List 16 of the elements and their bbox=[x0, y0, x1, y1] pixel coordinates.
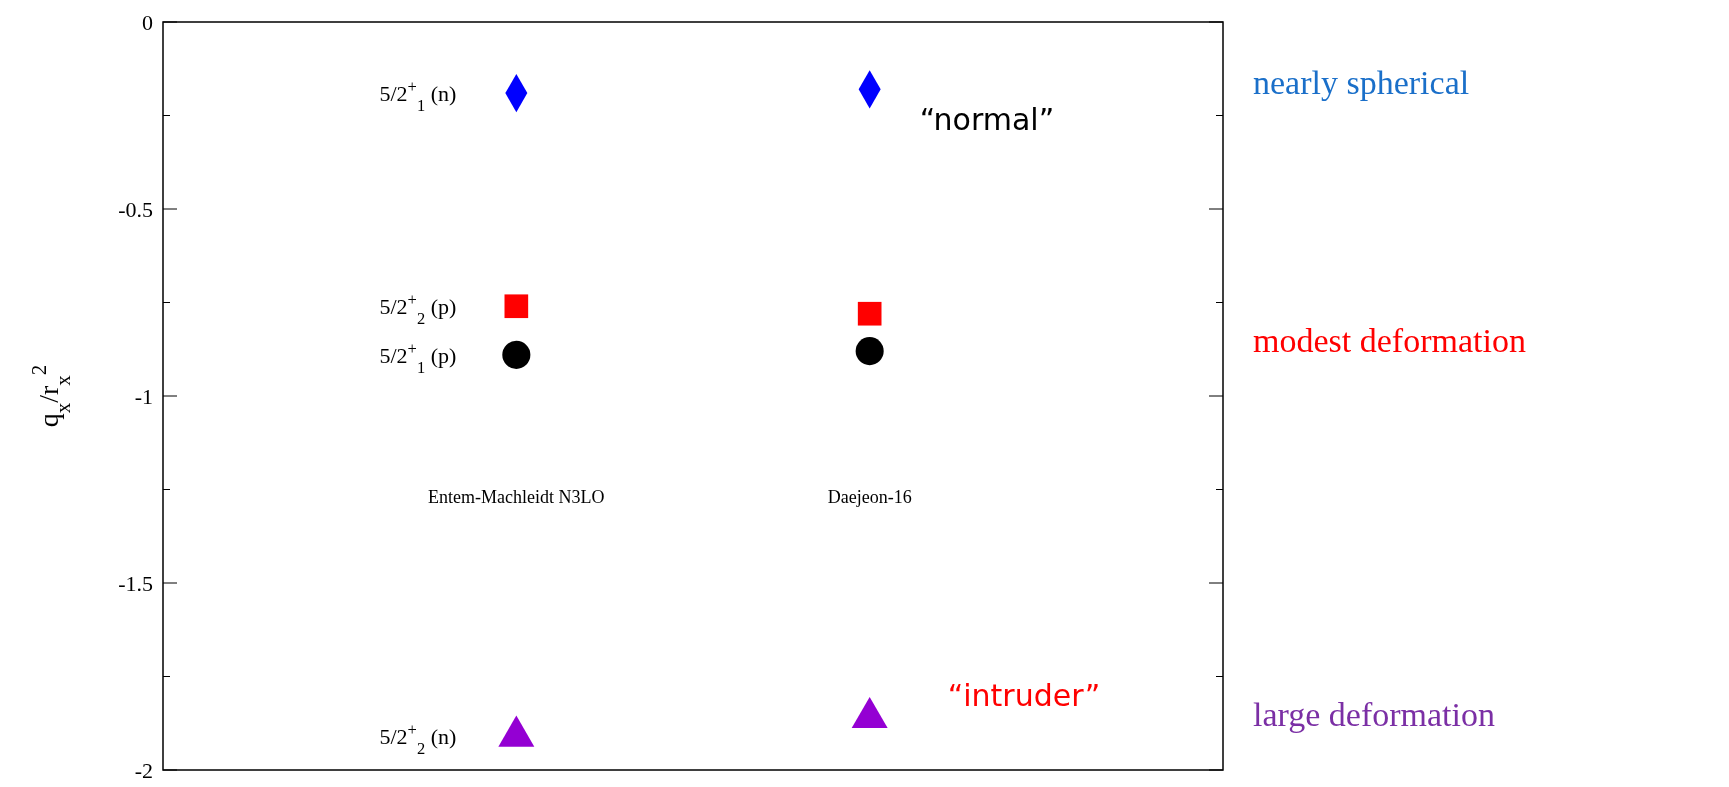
text: 5/2$^{+}$$_{2}$ (p) bbox=[379, 289, 457, 328]
x-tick-label: Daejeon-16 bbox=[827, 487, 912, 508]
series-label: 5/2$^{+}$$_{2}$ (n) bbox=[379, 719, 457, 758]
text: large deformation bbox=[1253, 695, 1496, 733]
y-tick-label: -2 bbox=[134, 757, 153, 783]
text: 5/2$^{+}$$_{1}$ (p) bbox=[379, 338, 457, 377]
text: nearly spherical bbox=[1253, 63, 1470, 101]
y-tick-label: -1 bbox=[134, 383, 153, 409]
y-tick-label: -0.5 bbox=[118, 196, 153, 222]
annotation: “normal” bbox=[919, 101, 1055, 137]
y-tick-label: -1.5 bbox=[118, 570, 153, 596]
y-tick-label: 0 bbox=[142, 9, 153, 35]
x-tick-label: Entem-Machleidt N3LO bbox=[428, 487, 605, 508]
text: 5/2$^{+}$$_{1}$ (n) bbox=[379, 76, 457, 115]
annotation: “intruder” bbox=[947, 677, 1101, 713]
text: modest deformation bbox=[1253, 321, 1526, 359]
